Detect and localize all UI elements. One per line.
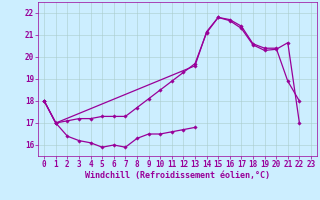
X-axis label: Windchill (Refroidissement éolien,°C): Windchill (Refroidissement éolien,°C) xyxy=(85,171,270,180)
